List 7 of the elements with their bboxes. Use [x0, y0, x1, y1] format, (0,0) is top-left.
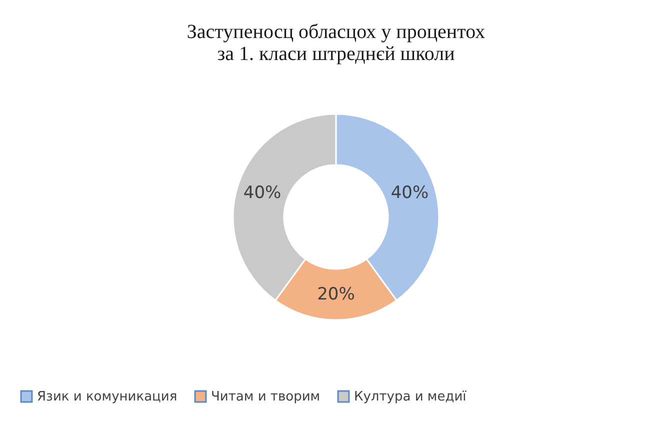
legend-label: Язик и комуникация — [37, 390, 178, 405]
chart-title: Заступеносц обласцох у процентох за 1. класи штреднєй школи — [186, 21, 486, 65]
data-label: 40% — [390, 183, 429, 204]
legend-label: Читам и творим — [211, 390, 320, 405]
data-label: 20% — [317, 284, 355, 304]
data-label: 40% — [243, 183, 282, 204]
legend-label: Култура и медиї — [354, 390, 467, 405]
